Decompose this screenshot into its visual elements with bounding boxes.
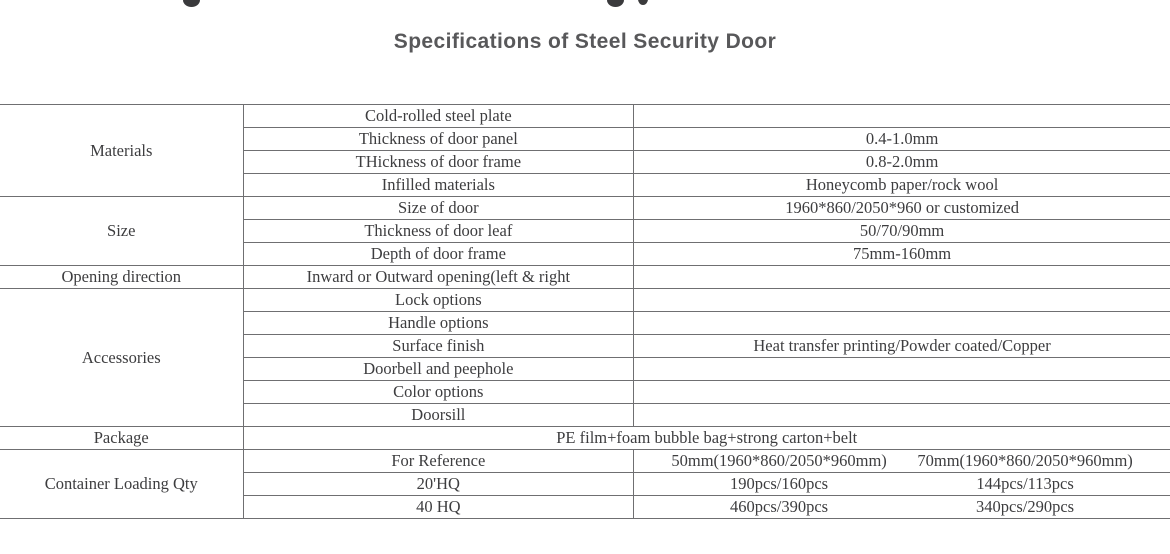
- section-label: Package: [0, 426, 244, 450]
- spec-item-value: 190pcs/160pcs 144pcs/113pcs: [633, 472, 1170, 496]
- spec-item-name: For Reference: [243, 449, 635, 473]
- dual-value-group: 460pcs/390pcs 340pcs/290pcs: [638, 496, 1166, 518]
- dual-value-group: 50mm(1960*860/2050*960mm) 70mm(1960*860/2…: [638, 450, 1166, 472]
- spec-item-name: Thickness of door panel: [243, 127, 635, 151]
- spec-item-value: 0.8-2.0mm: [633, 150, 1170, 174]
- table-row: Thickness of door panel 0.4-1.0mm: [0, 127, 1170, 151]
- spec-item-name: Doorsill: [243, 403, 635, 427]
- spec-item-name: Thickness of door leaf: [243, 219, 635, 243]
- table-row: Color options: [0, 380, 1170, 404]
- spec-item-name: Infilled materials: [243, 173, 635, 197]
- table-row: Opening direction Inward or Outward openi…: [0, 265, 1170, 289]
- spec-item-value: [633, 288, 1170, 312]
- spec-item-value: Heat transfer printing/Powder coated/Cop…: [633, 334, 1170, 358]
- table-row: Doorbell and peephole: [0, 357, 1170, 381]
- table-row: Accessories Lock options: [0, 288, 1170, 427]
- section-label: Opening direction: [0, 265, 244, 289]
- spec-item-name: 40 HQ: [243, 495, 635, 519]
- table-row: THickness of door frame 0.8-2.0mm: [0, 150, 1170, 174]
- spec-item-value: 50mm(1960*860/2050*960mm) 70mm(1960*860/2…: [633, 449, 1170, 473]
- spec-item-value: 75mm-160mm: [633, 242, 1170, 266]
- clipped-glyph-artifact: [183, 0, 200, 7]
- spec-item-name: Lock options: [243, 288, 635, 312]
- spec-item-name: Color options: [243, 380, 635, 404]
- spec-item-name: Cold-rolled steel plate: [243, 104, 635, 128]
- table-row: 40 HQ 460pcs/390pcs 340pcs/290pcs: [0, 495, 1170, 519]
- value-50mm: 50mm(1960*860/2050*960mm): [671, 451, 887, 470]
- value-70mm: 340pcs/290pcs: [976, 497, 1075, 516]
- table-row: Materials Cold-rolled steel plate: [0, 104, 1170, 197]
- section-label: Materials: [0, 104, 244, 197]
- spec-item-name: Handle options: [243, 311, 635, 335]
- spec-item-name: THickness of door frame: [243, 150, 635, 174]
- spec-item-value: [633, 265, 1170, 289]
- section-label: Container Loading Qty: [0, 449, 244, 519]
- spec-item-value: [633, 403, 1170, 427]
- spec-item-name: PE film+foam bubble bag+strong carton+be…: [243, 426, 1170, 450]
- spec-item-name: 20'HQ: [243, 472, 635, 496]
- clipped-glyph-artifact: [607, 0, 624, 7]
- spec-item-name: Size of door: [243, 196, 635, 220]
- spec-item-value: [633, 357, 1170, 381]
- spec-item-value: 50/70/90mm: [633, 219, 1170, 243]
- spec-item-value: [633, 311, 1170, 335]
- value-70mm: 70mm(1960*860/2050*960mm): [917, 451, 1133, 470]
- table-row: Size Size of door 1960*860/2050*960 or cus…: [0, 196, 1170, 266]
- spec-item-value: [633, 380, 1170, 404]
- specifications-table: Materials Cold-rolled steel plate Thicknes…: [0, 104, 1170, 519]
- table-row: Thickness of door leaf 50/70/90mm: [0, 219, 1170, 243]
- specifications-table-body: Materials Cold-rolled steel plate Thicknes…: [0, 104, 1170, 519]
- section-label: Size: [0, 196, 244, 266]
- dual-value-group: 190pcs/160pcs 144pcs/113pcs: [638, 473, 1166, 495]
- spec-item-value: [633, 104, 1170, 128]
- spec-item-name: Inward or Outward opening(left & right: [243, 265, 635, 289]
- spec-item-name: Depth of door frame: [243, 242, 635, 266]
- value-70mm: 144pcs/113pcs: [976, 474, 1074, 493]
- table-row: Package PE film+foam bubble bag+strong ca…: [0, 426, 1170, 450]
- table-row: Surface finish Heat transfer printing/Pow…: [0, 334, 1170, 358]
- spec-item-value: 1960*860/2050*960 or customized: [633, 196, 1170, 220]
- table-row: Container Loading Qty For Reference 50mm(1…: [0, 449, 1170, 519]
- clipped-glyph-artifact: [638, 0, 648, 5]
- spec-item-name: Surface finish: [243, 334, 635, 358]
- value-50mm: 190pcs/160pcs: [730, 474, 829, 493]
- section-label: Accessories: [0, 288, 244, 427]
- spec-item-value: 460pcs/390pcs 340pcs/290pcs: [633, 495, 1170, 519]
- clipped-text-artifacts: [0, 0, 1170, 10]
- page-title: Specifications of Steel Security Door: [393, 30, 777, 53]
- spec-item-value: Honeycomb paper/rock wool: [633, 173, 1170, 197]
- spec-item-name: Doorbell and peephole: [243, 357, 635, 381]
- spec-item-value: 0.4-1.0mm: [633, 127, 1170, 151]
- value-50mm: 460pcs/390pcs: [730, 497, 829, 516]
